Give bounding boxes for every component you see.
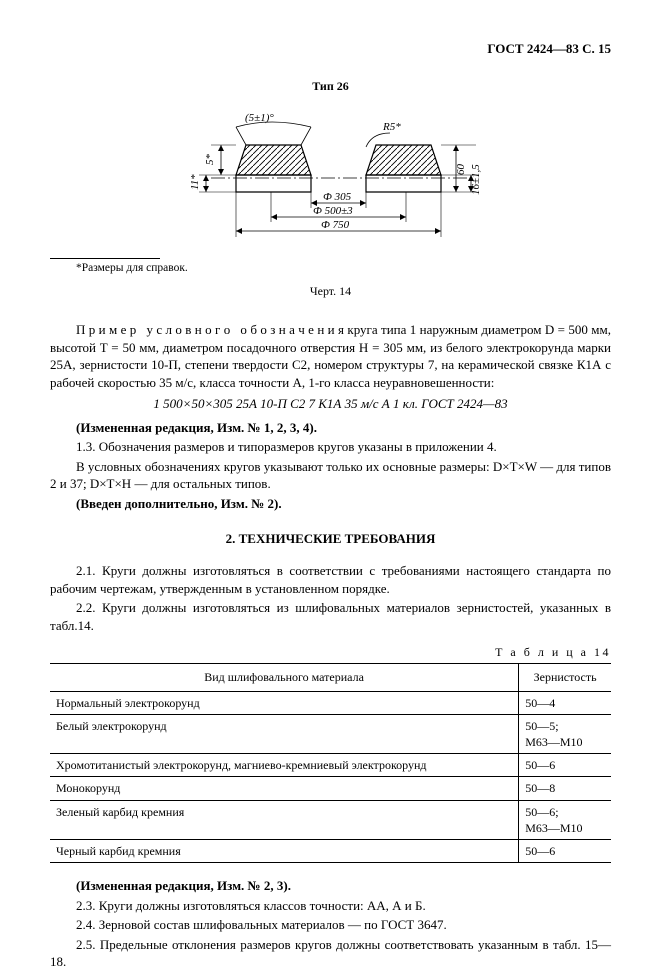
table-row: Зеленый карбид кремния50—6; М63—М10 (50, 800, 611, 839)
para-1-3: 1.3. Обозначения размеров и типоразмеров… (50, 438, 611, 456)
dim-right-2: 16±1,5 (470, 163, 482, 194)
dim-angle: (5±1)° (245, 112, 274, 124)
dim-diam-inner: Ф 305 (323, 191, 352, 203)
para-2-4: 2.4. Зерновой состав шлифовальных матери… (50, 916, 611, 934)
figure-footnote: *Размеры для справок. (50, 261, 611, 277)
cell-material: Монокорунд (50, 777, 519, 800)
cell-material: Нормальный электрокорунд (50, 691, 519, 714)
dim-right-1: 60 (455, 163, 467, 175)
col-grain: Зернистость (519, 664, 611, 691)
cell-grain: 50—6 (519, 754, 611, 777)
revision-note-1: (Измененная редакция, Изм. № 1, 2, 3, 4)… (50, 419, 611, 437)
dim-diam-outer: Ф 750 (321, 219, 350, 231)
para-2-2: 2.2. Круги должны изготовляться из шлифо… (50, 599, 611, 634)
table-header-row: Вид шлифовального материала Зернистость (50, 664, 611, 691)
designation-line: 1 500×50×305 25А 10-П С2 7 К1А 35 м/с А … (50, 395, 611, 413)
cell-grain: 50—6; М63—М10 (519, 800, 611, 839)
dim-left-2: 11* (189, 174, 201, 190)
cell-material: Хромотитанистый электрокорунд, магниево-… (50, 754, 519, 777)
table-row: Нормальный электрокорунд50—4 (50, 691, 611, 714)
figure-title: Тип 26 (50, 78, 611, 94)
table-14: Вид шлифовального материала Зернистость … (50, 663, 611, 863)
para-conditional: В условных обозначениях кругов указывают… (50, 458, 611, 493)
example-paragraph: П р и м е р у с л о в н о г о о б о з н … (50, 321, 611, 391)
cell-grain: 50—8 (519, 777, 611, 800)
table-row: Монокорунд50—8 (50, 777, 611, 800)
dim-radius: R5* (382, 121, 401, 133)
cell-material: Белый электрокорунд (50, 714, 519, 753)
section-2-title: 2. ТЕХНИЧЕСКИЕ ТРЕБОВАНИЯ (50, 530, 611, 548)
col-material: Вид шлифовального материала (50, 664, 519, 691)
cell-material: Черный карбид кремния (50, 839, 519, 862)
table-row: Черный карбид кремния50—6 (50, 839, 611, 862)
cell-grain: 50—4 (519, 691, 611, 714)
table-row: Хромотитанистый электрокорунд, магниево-… (50, 754, 611, 777)
addition-note: (Введен дополнительно, Изм. № 2). (50, 495, 611, 513)
para-2-3: 2.3. Круги должны изготовляться классов … (50, 897, 611, 915)
cell-material: Зеленый карбид кремния (50, 800, 519, 839)
page-header: ГОСТ 2424—83 С. 15 (50, 40, 611, 58)
dim-diam-mid: Ф 500±3 (313, 205, 353, 217)
table-row: Белый электрокорунд50—5; М63—М10 (50, 714, 611, 753)
para-2-5: 2.5. Предельные отклонения размеров круг… (50, 936, 611, 971)
revision-note-2: (Измененная редакция, Изм. № 2, 3). (50, 877, 611, 895)
para-2-1: 2.1. Круги должны изготовляться в соотве… (50, 562, 611, 597)
technical-drawing: R5* (5±1)° 5* 11* 60 16±1,5 Ф 305 Ф 500±… (50, 100, 611, 255)
dim-left-1: 5* (204, 153, 216, 165)
cell-grain: 50—5; М63—М10 (519, 714, 611, 753)
example-lead: П р и м е р у с л о в н о г о о б о з н … (76, 322, 344, 337)
table-14-label: Т а б л и ц а 14 (50, 644, 611, 660)
cell-grain: 50—6 (519, 839, 611, 862)
footnote-rule (50, 258, 160, 259)
figure-caption: Черт. 14 (50, 283, 611, 299)
